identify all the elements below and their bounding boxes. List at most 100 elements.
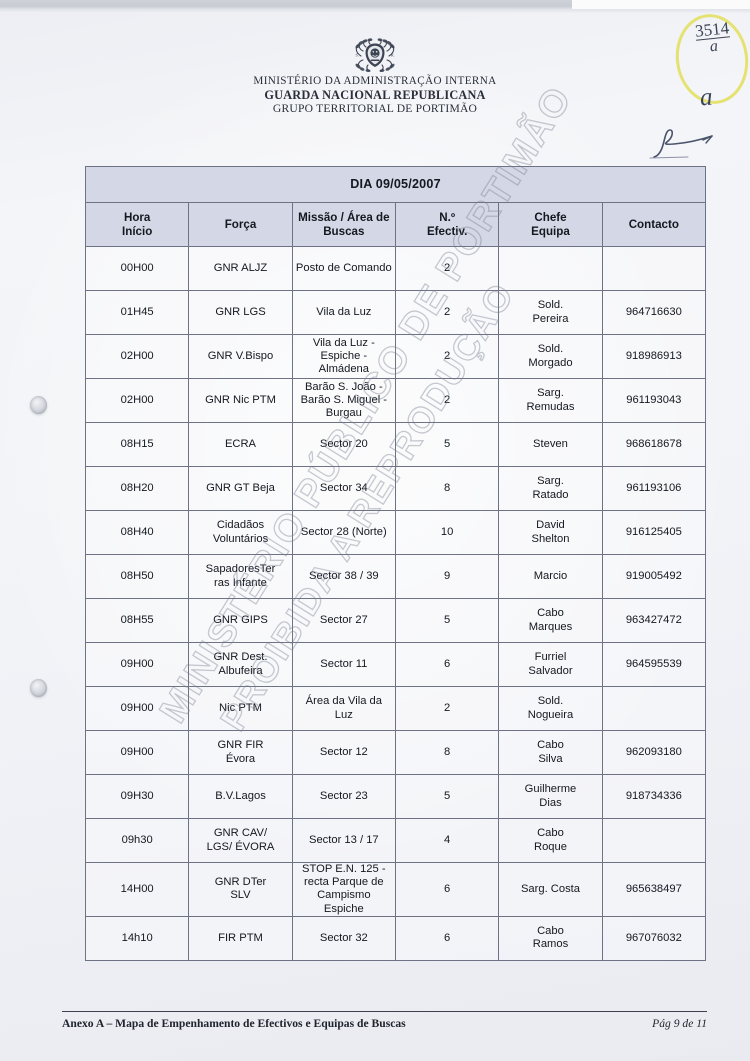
- handwritten-signature-icon: [649, 129, 713, 159]
- cell-missao: STOP E.N. 125 - recta Parque de Campismo …: [291, 862, 396, 917]
- cell-chefe-equipa: Marcio: [498, 554, 603, 599]
- cell-numero-efectivos: 8: [394, 730, 500, 775]
- table-row: 08H40 Cidadãos Voluntários Sector 28 (Norte…: [84, 510, 707, 555]
- cell-chefe-equipa: Cabo Marques: [498, 598, 603, 643]
- scan-edge-band: [0, 0, 750, 13]
- cell-missao: Sector 32: [291, 915, 396, 961]
- cell-contacto: 919005492: [601, 554, 707, 599]
- table-row: 14H00 GNR DTer SLV STOP E.N. 125 - recta Pa…: [84, 862, 707, 917]
- cell-contacto: 961193106: [601, 466, 707, 511]
- table-row: 09H00 GNR FIR Évora Sector 12 8 Cabo Silva 9620…: [84, 730, 707, 775]
- footer-page-number: Pág 9 de 11: [652, 1017, 707, 1030]
- cell-hora-inicio: 09H00: [84, 642, 190, 687]
- unit-line: GRUPO TERRITORIAL DE PORTIMÃO: [272, 102, 478, 116]
- column-header-contacto: Contacto: [601, 202, 707, 247]
- cell-chefe-equipa: Sarg. Remudas: [498, 378, 603, 423]
- cell-hora-inicio: 08H50: [84, 554, 190, 599]
- cell-numero-efectivos: 2: [394, 378, 500, 423]
- cell-numero-efectivos: 2: [394, 334, 500, 379]
- table-row: 08H55 GNR GIPS Sector 27 5 Cabo Marques 963427…: [84, 598, 707, 643]
- cell-hora-inicio: 08H20: [84, 466, 190, 511]
- cell-numero-efectivos: 5: [394, 598, 500, 643]
- cell-contacto: 965638497: [601, 862, 707, 917]
- cell-chefe-equipa: Cabo Roque: [498, 818, 603, 863]
- table-row: 02H00 GNR Nic PTM Barão S. João - Barão S.…: [84, 378, 707, 423]
- cell-hora-inicio: 01H45: [84, 290, 190, 335]
- cell-hora-inicio: 09H30: [84, 774, 190, 819]
- footer-divider: [62, 1011, 707, 1012]
- table-row: 09H00 Nic PTM Área da Vila da Luz 2 Sold. Nog…: [84, 686, 707, 731]
- cell-chefe-equipa: Sold. Morgado: [498, 334, 603, 379]
- table-header-row: Hora Início Força Missão / Área de Buscas…: [84, 202, 707, 247]
- table-row: 00H00 GNR ALJZ Posto de Comando 2: [84, 246, 707, 291]
- cell-contacto: 967076032: [601, 915, 707, 961]
- column-header-line: Hora: [123, 211, 151, 225]
- cell-missao: Sector 13 / 17: [291, 818, 396, 863]
- cell-contacto: 918734336: [601, 774, 707, 819]
- hole-punch-icon: [30, 679, 47, 697]
- cell-forca: GNR LGS: [188, 290, 293, 335]
- cell-missao: Sector 11: [291, 642, 396, 687]
- table-date-title: DIA 09/05/2007: [85, 166, 706, 203]
- gnr-coat-of-arms-emblem-icon: S. R.: [352, 38, 398, 72]
- column-header-line: Equipa: [531, 224, 570, 238]
- cell-hora-inicio: 08H40: [84, 510, 190, 555]
- scan-edge-band-corner: [572, 0, 750, 9]
- table-row: 09H30 B.V.Lagos Sector 23 5 Guilherme Dias 918…: [84, 774, 707, 819]
- cell-forca: GNR DTer SLV: [188, 862, 293, 917]
- cell-contacto: 964716630: [601, 290, 707, 335]
- cell-missao: Barão S. João - Barão S. Miguel - Burgau: [291, 378, 396, 423]
- table-row: 08H50 SapadoresTer ras Infante Sector 38 / …: [84, 554, 707, 599]
- cell-contacto: 916125405: [601, 510, 707, 555]
- cell-missao: Vila da Luz: [291, 290, 396, 335]
- hole-punch-icon: [30, 396, 47, 414]
- schedule-table-container: DIA 09/05/2007 Hora Início Força Missão /…: [84, 166, 707, 961]
- cell-numero-efectivos: 2: [394, 686, 500, 731]
- cell-chefe-equipa: Furriel Salvador: [498, 642, 603, 687]
- cell-contacto: 963427472: [601, 598, 707, 643]
- schedule-table: DIA 09/05/2007 Hora Início Força Missão /…: [84, 166, 707, 961]
- column-header-chefe-equipa: Chefe Equipa: [498, 202, 603, 247]
- cell-hora-inicio: 14h10: [84, 915, 190, 961]
- cell-numero-efectivos: 4: [394, 818, 500, 863]
- table-row: 08H20 GNR GT Beja Sector 34 8 Sarg. Ratado 961…: [84, 466, 707, 511]
- cell-contacto: 961193043: [601, 378, 707, 423]
- table-title-row: DIA 09/05/2007: [85, 166, 706, 203]
- cell-hora-inicio: 02H00: [84, 378, 190, 423]
- cell-numero-efectivos: 2: [394, 290, 500, 335]
- cell-hora-inicio: 00H00: [84, 246, 190, 291]
- svg-text:S.: S.: [356, 53, 359, 58]
- cell-contacto: [601, 246, 707, 291]
- footer-annex-label: Anexo A – Mapa de Empenhamento de Efecti…: [62, 1017, 406, 1030]
- cell-forca: GNR Dest. Albufeira: [188, 642, 293, 687]
- cell-chefe-equipa: Sold. Pereira: [498, 290, 603, 335]
- cell-hora-inicio: 08H15: [84, 422, 190, 467]
- cell-hora-inicio: 09H00: [84, 730, 190, 775]
- cell-forca: GNR ALJZ: [188, 246, 293, 291]
- cell-contacto: [601, 818, 707, 863]
- cell-contacto: 962093180: [601, 730, 707, 775]
- cell-contacto: 968618678: [601, 422, 707, 467]
- document-header: S. R. MINISTÉRIO DA ADMINISTRAÇÃO INTERN…: [0, 38, 750, 116]
- svg-text:R.: R.: [391, 53, 395, 58]
- cell-chefe-equipa: Sarg. Ratado: [498, 466, 603, 511]
- cell-forca: GNR CAV/LGS/ ÉVORA: [188, 818, 293, 863]
- cell-hora-inicio: 14H00: [84, 862, 190, 917]
- cell-contacto: 918986913: [601, 334, 707, 379]
- cell-missao: Sector 38 / 39: [291, 554, 396, 599]
- cell-forca: SapadoresTer ras Infante: [188, 554, 293, 599]
- cell-forca: GNR GIPS: [188, 598, 293, 643]
- cell-chefe-equipa: David Shelton: [498, 510, 603, 555]
- table-row: 01H45 GNR LGS Vila da Luz 2 Sold. Pereira 9647…: [84, 290, 707, 335]
- table-row: 09H00 GNR Dest. Albufeira Sector 11 6 Furriel…: [84, 642, 707, 687]
- cell-forca: GNR FIR Évora: [188, 730, 293, 775]
- column-header-line: N.º: [439, 211, 456, 225]
- cell-missao: Sector 28 (Norte): [291, 510, 396, 555]
- cell-chefe-equipa: Cabo Ramos: [498, 915, 603, 961]
- cell-forca: Nic PTM: [188, 686, 293, 731]
- cell-numero-efectivos: 5: [394, 422, 500, 467]
- cell-missao: Posto de Comando: [291, 246, 396, 291]
- document-footer: Anexo A – Mapa de Empenhamento de Efecti…: [62, 1017, 707, 1030]
- column-header-line: Efectiv.: [426, 224, 468, 238]
- cell-chefe-equipa: Steven: [498, 422, 603, 467]
